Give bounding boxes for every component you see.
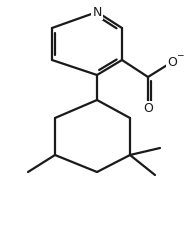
- Text: −: −: [176, 51, 184, 61]
- Text: N: N: [92, 5, 102, 19]
- Text: O: O: [167, 55, 177, 68]
- Text: O: O: [143, 101, 153, 114]
